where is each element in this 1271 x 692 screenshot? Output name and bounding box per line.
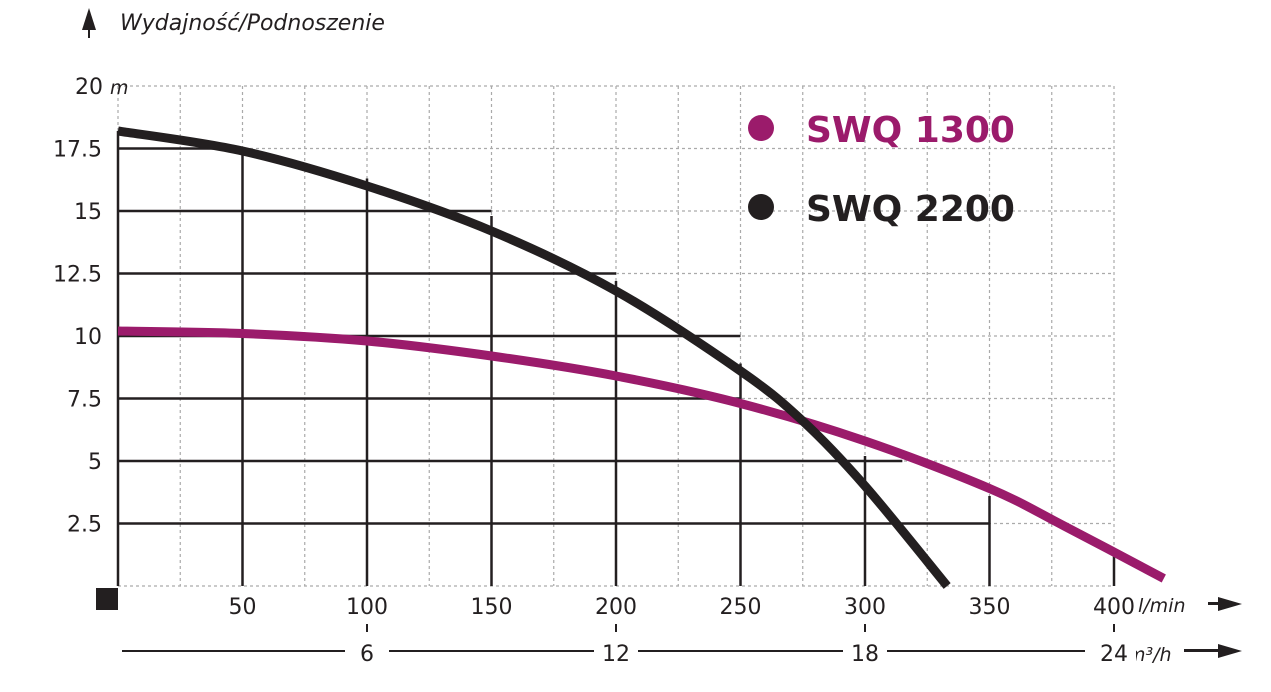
y-unit: m	[110, 77, 129, 99]
curve-swq2200	[117, 126, 951, 589]
y-tick-label: 15	[74, 200, 102, 225]
x2-tick-bg	[345, 638, 389, 664]
y-tick-label: 17.5	[53, 138, 102, 163]
x-tick-label: 300	[844, 595, 886, 620]
major-grid	[116, 131, 1116, 586]
legend-dot-swq2200	[748, 194, 774, 220]
x2-tick-bg	[1092, 638, 1136, 664]
x2-unit: m³/h	[1127, 644, 1172, 666]
x2-tick-bg	[843, 638, 887, 664]
x2-axis-arrow-icon	[1218, 644, 1242, 658]
legend-label-swq1300: SWQ 1300	[806, 110, 1015, 151]
x-axis-arrow-icon	[1218, 597, 1242, 611]
labels: Wydajność/Podnoszenie m l/min m³/h 50 100…	[53, 8, 1242, 667]
x2-tick-label: 12	[602, 642, 630, 667]
curve-swq1300	[117, 326, 1166, 583]
x-tick-label: 250	[720, 595, 762, 620]
y-axis-arrow-icon	[82, 8, 96, 30]
curves	[117, 126, 1166, 589]
x-tick-label: 150	[471, 595, 513, 620]
x2-tick-bg	[594, 638, 638, 664]
x-tick-label: 400	[1093, 595, 1135, 620]
origin-square-icon	[96, 588, 118, 610]
x-tick-label: 100	[346, 595, 388, 620]
x-tick-label: 350	[969, 595, 1011, 620]
y-tick-label: 10	[74, 325, 102, 350]
y-tick-label: 2.5	[67, 513, 102, 538]
y-tick-label: 20	[75, 75, 103, 100]
x2-tick-label: 6	[360, 642, 374, 667]
legend-dot-swq1300	[748, 115, 774, 141]
y-tick-label: 12.5	[53, 263, 102, 288]
x-tick-label: 50	[229, 595, 257, 620]
chart-title: Wydajność/Podnoszenie	[120, 11, 385, 36]
y-tick-label: 7.5	[67, 388, 102, 413]
legend-label-swq2200: SWQ 2200	[806, 189, 1015, 230]
y-tick-label: 5	[88, 450, 102, 475]
x-unit: l/min	[1138, 595, 1186, 617]
x2-tick-label: 18	[851, 642, 879, 667]
legend: SWQ 1300 SWQ 2200	[748, 110, 1015, 230]
x-tick-label: 200	[595, 595, 637, 620]
x2-tick-label: 24	[1100, 642, 1128, 667]
